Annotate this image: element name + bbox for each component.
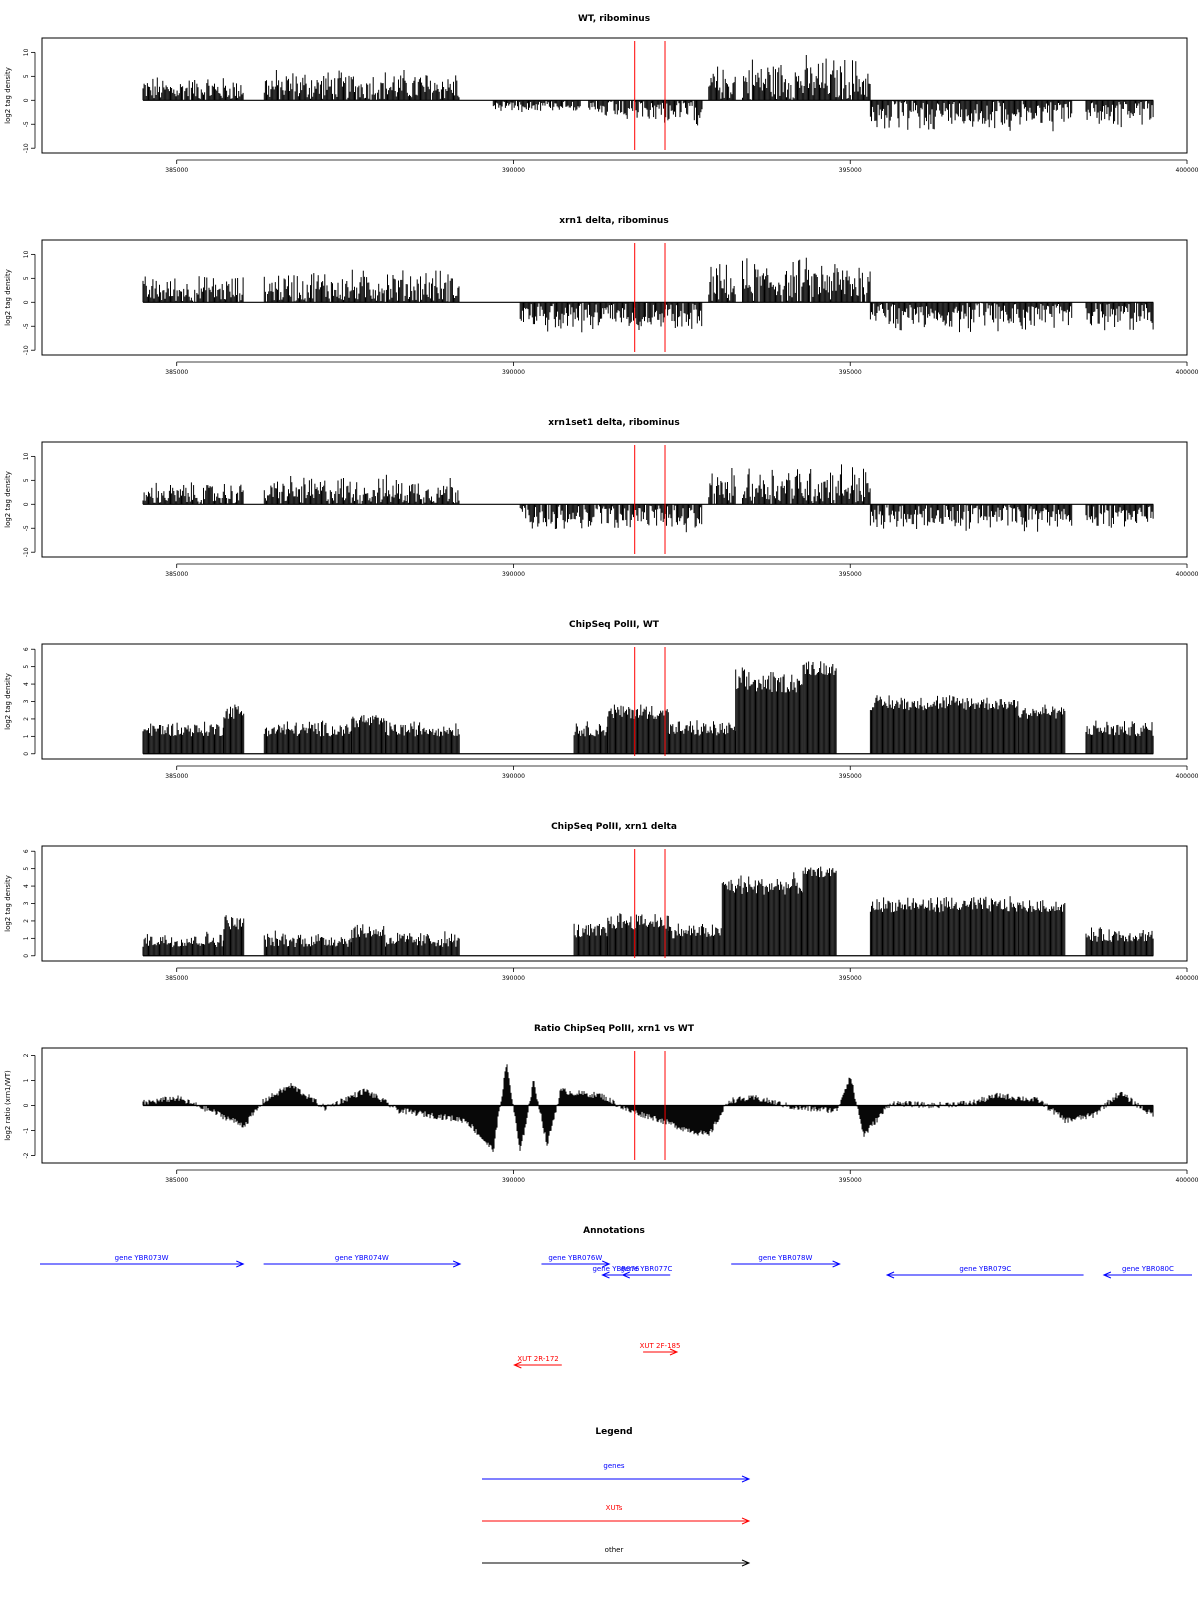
data-area: [142, 1064, 1154, 1152]
x-tick-label: 390000: [502, 1177, 525, 1184]
chart-panel-5: ChipSeq PolII, xrn1 delta 0 1 2 3 4 5 6 log2 tag…: [4, 822, 1199, 982]
y-tick-label: 2: [23, 717, 30, 721]
plot-frame: [41, 239, 1188, 356]
y-tick-label: -5: [23, 525, 30, 531]
x-tick-label: 390000: [502, 975, 525, 982]
x-tick-label: 400000: [1176, 1177, 1199, 1184]
y-tick-label: -5: [23, 323, 30, 329]
x-tick-label: 400000: [1176, 773, 1199, 780]
y-tick-label: 5: [23, 276, 30, 280]
x-tick-label: 400000: [1176, 369, 1199, 376]
x-tick-label: 395000: [839, 369, 862, 376]
y-tick-label: 3: [23, 699, 30, 703]
y-tick-label: 4: [23, 884, 30, 888]
x-tick-label: 400000: [1176, 571, 1199, 578]
plot-frame: [41, 643, 1188, 760]
y-tick-label: -10: [23, 143, 30, 153]
plot-frame: [41, 845, 1188, 962]
y-axis-label: log2 tag density: [4, 673, 12, 730]
y-tick-label: 3: [23, 901, 30, 905]
chart-title: Ratio ChipSeq PolII, xrn1 vs WT: [534, 1024, 695, 1034]
y-tick-label: -2: [23, 1152, 30, 1158]
y-tick-label: 0: [23, 954, 30, 958]
y-tick-label: 1: [23, 734, 30, 738]
x-tick-label: 390000: [502, 167, 525, 174]
x-tick-label: 385000: [165, 1177, 188, 1184]
data-bars: [142, 257, 1154, 333]
y-tick-label: 1: [23, 1078, 30, 1082]
x-tick-label: 395000: [839, 167, 862, 174]
x-tick-label: 385000: [165, 369, 188, 376]
y-axis-label: log2 tag density: [4, 67, 12, 124]
y-tick-label: 4: [23, 682, 30, 686]
data-bars: [142, 661, 1154, 754]
y-tick-label: 0: [23, 752, 30, 756]
data-bars: [142, 55, 1154, 132]
chart-title: WT, ribominus: [578, 14, 650, 24]
x-tick-label: 390000: [502, 571, 525, 578]
y-tick-label: 10: [23, 48, 30, 56]
chart-title: ChipSeq PolII, xrn1 delta: [551, 822, 677, 832]
y-tick-label: 0: [23, 502, 30, 506]
y-tick-label: -1: [23, 1127, 30, 1133]
y-tick-label: 5: [23, 665, 30, 669]
x-tick-label: 395000: [839, 773, 862, 780]
y-tick-label: -10: [23, 547, 30, 557]
y-tick-label: 6: [23, 647, 30, 651]
x-tick-label: 390000: [502, 773, 525, 780]
chart-panel-4: ChipSeq PolII, WT 0 1 2 3 4 5 6 log2 tag density…: [4, 620, 1199, 780]
y-tick-label: 5: [23, 867, 30, 871]
x-tick-label: 385000: [165, 571, 188, 578]
x-tick-label: 400000: [1176, 975, 1199, 982]
chart-panel-2: xrn1 delta, ribominus -10 -5 0 5 10 log2 tag d…: [4, 216, 1199, 376]
plot-frame: [41, 1047, 1188, 1164]
data-bars: [142, 464, 1154, 533]
y-tick-label: 5: [23, 478, 30, 482]
x-tick-label: 395000: [839, 975, 862, 982]
x-tick-label: 385000: [165, 773, 188, 780]
y-tick-label: 2: [23, 1053, 30, 1057]
y-tick-label: 0: [23, 1103, 30, 1107]
x-tick-label: 395000: [839, 571, 862, 578]
x-tick-label: 385000: [165, 167, 188, 174]
y-axis-label: log2 tag density: [4, 269, 12, 326]
x-tick-label: 385000: [165, 975, 188, 982]
x-tick-label: 390000: [502, 369, 525, 376]
chart-panel-1: WT, ribominus -10 -5 0 5 10 log2 tag density 38…: [4, 14, 1199, 174]
chart-title: xrn1 delta, ribominus: [559, 216, 668, 226]
y-tick-label: 2: [23, 919, 30, 923]
y-tick-label: 10: [23, 452, 30, 460]
y-tick-label: 1: [23, 936, 30, 940]
plot-frame: [41, 441, 1188, 558]
y-axis-label: log2 tag density: [4, 471, 12, 528]
y-tick-label: 0: [23, 98, 30, 102]
y-tick-label: 10: [23, 250, 30, 258]
x-tick-label: 400000: [1176, 167, 1199, 174]
y-tick-label: 6: [23, 849, 30, 853]
y-axis-label: log2 ratio (xrn1/WT): [4, 1070, 12, 1141]
y-tick-label: -10: [23, 345, 30, 355]
chart-title: xrn1set1 delta, ribominus: [548, 418, 679, 428]
data-bars: [142, 866, 1154, 956]
y-tick-label: 0: [23, 300, 30, 304]
chart-title: ChipSeq PolII, WT: [569, 620, 660, 630]
chart-panel-6: Ratio ChipSeq PolII, xrn1 vs WT -2 -1 0 1 2 lo…: [4, 1024, 1199, 1184]
y-tick-label: -5: [23, 121, 30, 127]
chart-panel-3: xrn1set1 delta, ribominus -10 -5 0 5 10 log2 t…: [4, 418, 1199, 578]
plot-frame: [41, 37, 1188, 154]
y-axis-label: log2 tag density: [4, 875, 12, 932]
y-tick-label: 5: [23, 74, 30, 78]
x-tick-label: 395000: [839, 1177, 862, 1184]
